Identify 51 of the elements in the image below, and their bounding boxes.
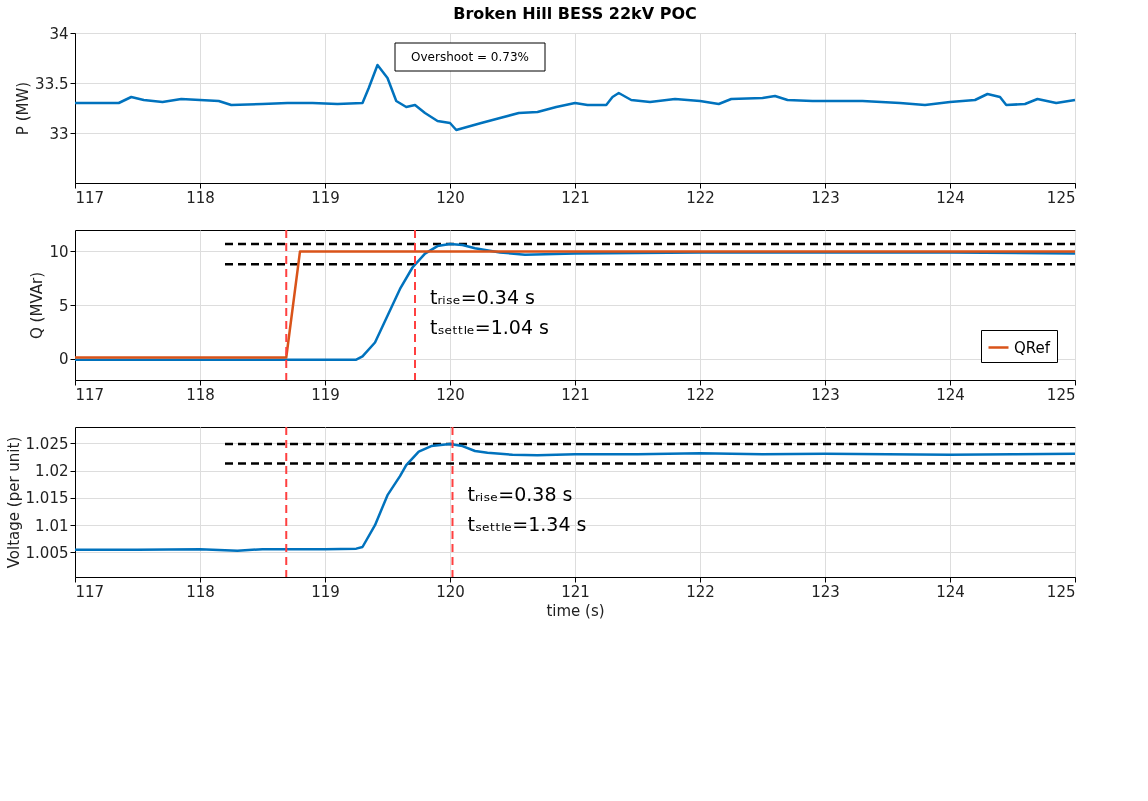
x-tick-label: 119 bbox=[311, 385, 340, 404]
annotation: tₛₑₜₜₗₑ=1.34 s bbox=[467, 512, 587, 535]
x-tick-label: 121 bbox=[561, 385, 590, 404]
x-tick-label: 124 bbox=[936, 188, 965, 207]
y-tick-label: 33.5 bbox=[35, 74, 69, 93]
x-tick-label: 119 bbox=[311, 582, 340, 601]
y-tick-label: 1.01 bbox=[35, 516, 69, 535]
x-tick-label: 118 bbox=[186, 385, 215, 404]
y-tick-label: 5 bbox=[58, 296, 69, 315]
x-tick-label: 117 bbox=[75, 188, 105, 207]
y-tick-label: 0 bbox=[58, 350, 69, 369]
annotation: tᵣᵢₛₑ=0.38 s bbox=[467, 482, 573, 505]
y-tick-label: 33 bbox=[49, 124, 69, 143]
x-tick-label: 119 bbox=[311, 188, 340, 207]
annotation: tᵣᵢₛₑ=0.34 s bbox=[430, 285, 535, 308]
y-tick-label: 10 bbox=[49, 242, 69, 261]
x-tick-label: 118 bbox=[186, 188, 215, 207]
x-tick-label: 125 bbox=[1046, 582, 1076, 601]
x-tick-label: 125 bbox=[1046, 385, 1076, 404]
x-tick-label: 124 bbox=[936, 385, 965, 404]
y-axis-title: Voltage (per unit) bbox=[4, 436, 23, 569]
x-tick-label: 124 bbox=[936, 582, 965, 601]
x-tick-label: 117 bbox=[75, 582, 105, 601]
x-tick-label: 123 bbox=[811, 582, 840, 601]
line-series bbox=[73, 442, 1077, 553]
y-tick-label: 1.02 bbox=[35, 462, 69, 481]
annotation: tₛₑₜₜₗₑ=1.04 s bbox=[430, 315, 549, 338]
x-tick-label: 123 bbox=[811, 188, 840, 207]
x-tick-label: 125 bbox=[1046, 188, 1076, 207]
x-tick-label: 121 bbox=[561, 582, 590, 601]
x-tick-label: 122 bbox=[686, 582, 715, 601]
x-tick-label: 120 bbox=[436, 582, 465, 601]
y-tick-label: 1.005 bbox=[25, 543, 69, 562]
y-axis-title: Q (MVAr) bbox=[28, 272, 47, 339]
x-tick-label: 120 bbox=[436, 188, 465, 207]
x-tick-label: 123 bbox=[811, 385, 840, 404]
line-series bbox=[73, 63, 1077, 132]
y-axis-title: P (MW) bbox=[14, 81, 33, 136]
x-tick-label: 122 bbox=[686, 385, 715, 404]
x-tick-label: 118 bbox=[186, 582, 215, 601]
y-tick-label: 1.015 bbox=[25, 489, 69, 508]
y-tick-label: 34 bbox=[49, 24, 69, 43]
legend-label: QRef bbox=[1014, 338, 1051, 357]
y-tick-label: 1.025 bbox=[25, 434, 69, 453]
x-axis-title: time (s) bbox=[546, 601, 605, 620]
x-tick-label: 117 bbox=[75, 385, 105, 404]
chart-title: Broken Hill BESS 22kV POC bbox=[453, 4, 697, 23]
x-tick-label: 120 bbox=[436, 385, 465, 404]
x-tick-label: 122 bbox=[686, 188, 715, 207]
x-tick-label: 121 bbox=[561, 188, 590, 207]
annotation: Overshoot = 0.73% bbox=[411, 50, 529, 64]
